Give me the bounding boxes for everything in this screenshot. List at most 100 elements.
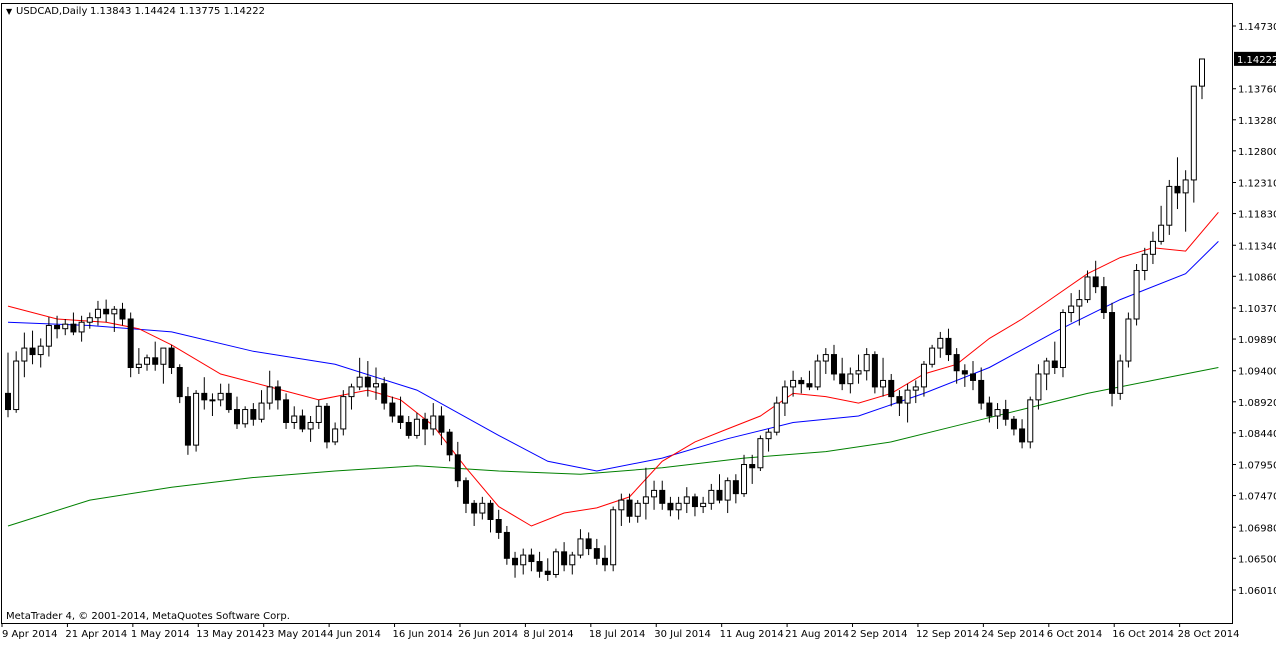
candle[interactable]: [487, 500, 494, 533]
candle[interactable]: [1182, 170, 1189, 232]
candle[interactable]: [659, 480, 666, 510]
candle[interactable]: [1084, 270, 1091, 303]
candle[interactable]: [381, 377, 388, 410]
candle[interactable]: [332, 422, 339, 446]
candle[interactable]: [1109, 302, 1116, 407]
candle[interactable]: [201, 377, 208, 410]
candle[interactable]: [839, 357, 846, 391]
candle[interactable]: [716, 474, 723, 504]
candle[interactable]: [479, 496, 486, 520]
candle[interactable]: [1076, 289, 1083, 326]
candle[interactable]: [863, 348, 870, 381]
candle[interactable]: [871, 351, 878, 394]
candle[interactable]: [70, 312, 77, 336]
candle[interactable]: [217, 383, 224, 407]
candle[interactable]: [986, 396, 993, 423]
candle[interactable]: [135, 348, 142, 374]
candle[interactable]: [144, 354, 151, 371]
candle[interactable]: [1043, 357, 1050, 391]
candle[interactable]: [642, 467, 649, 520]
candle[interactable]: [307, 416, 314, 442]
candle[interactable]: [225, 383, 232, 413]
candle[interactable]: [54, 315, 61, 339]
candle[interactable]: [536, 551, 543, 578]
candle[interactable]: [86, 312, 93, 329]
candle[interactable]: [544, 558, 551, 581]
candle[interactable]: [1051, 341, 1058, 374]
time-axis[interactable]: 9 Apr 2014 21 Apr 2014 1 May 2014 13 May 20…: [1, 623, 1239, 640]
candle[interactable]: [618, 493, 625, 526]
candle[interactable]: [790, 370, 797, 397]
candle[interactable]: [929, 344, 936, 368]
candle[interactable]: [291, 406, 298, 429]
candle[interactable]: [822, 348, 829, 374]
candle[interactable]: [945, 328, 952, 362]
candle[interactable]: [103, 299, 110, 323]
candle[interactable]: [683, 487, 690, 514]
candle[interactable]: [585, 532, 592, 556]
candle[interactable]: [373, 367, 380, 400]
candle[interactable]: [1125, 312, 1132, 368]
candle[interactable]: [1019, 419, 1026, 449]
candle[interactable]: [111, 306, 118, 332]
candle[interactable]: [413, 412, 420, 439]
candle[interactable]: [552, 548, 559, 578]
candle[interactable]: [512, 551, 519, 578]
candle[interactable]: [1059, 309, 1066, 378]
candle[interactable]: [45, 317, 52, 357]
candle[interactable]: [675, 496, 682, 520]
candle[interactable]: [953, 348, 960, 384]
candle[interactable]: [274, 380, 281, 410]
candle[interactable]: [896, 390, 903, 417]
candle[interactable]: [1010, 416, 1017, 436]
candle[interactable]: [13, 351, 20, 413]
candle[interactable]: [94, 300, 101, 326]
candle[interactable]: [1166, 179, 1173, 235]
candle[interactable]: [757, 435, 764, 471]
candle[interactable]: [888, 373, 895, 407]
candle[interactable]: [119, 302, 126, 326]
candle[interactable]: [209, 393, 216, 417]
candle[interactable]: [593, 538, 600, 565]
candle[interactable]: [315, 399, 322, 429]
candle[interactable]: [1174, 157, 1181, 210]
candle[interactable]: [937, 331, 944, 358]
candle[interactable]: [700, 496, 707, 514]
candle[interactable]: [626, 493, 633, 523]
candle[interactable]: [299, 409, 306, 433]
candle[interactable]: [847, 367, 854, 394]
candle[interactable]: [5, 352, 11, 418]
candle[interactable]: [1199, 58, 1205, 100]
candle[interactable]: [462, 477, 469, 514]
candle[interactable]: [691, 493, 698, 517]
candle[interactable]: [610, 506, 617, 572]
candle[interactable]: [233, 396, 240, 429]
candle[interactable]: [21, 332, 28, 378]
candle[interactable]: [855, 354, 862, 384]
candle[interactable]: [814, 354, 821, 391]
candle[interactable]: [389, 396, 396, 423]
candle[interactable]: [1141, 247, 1148, 281]
candle[interactable]: [323, 403, 330, 449]
candle[interactable]: [1133, 264, 1140, 326]
candle[interactable]: [152, 341, 159, 371]
candle[interactable]: [242, 406, 249, 428]
candle[interactable]: [1158, 205, 1165, 245]
candle[interactable]: [29, 330, 36, 365]
candle[interactable]: [340, 390, 347, 436]
candle[interactable]: [1100, 276, 1107, 319]
candle[interactable]: [651, 480, 658, 510]
candle[interactable]: [37, 338, 44, 368]
candle[interactable]: [602, 545, 608, 572]
candle[interactable]: [806, 370, 813, 391]
candle[interactable]: [193, 390, 200, 452]
candle[interactable]: [283, 393, 290, 429]
candle[interactable]: [773, 396, 780, 436]
candle[interactable]: [667, 496, 674, 517]
candle[interactable]: [1002, 399, 1009, 426]
candle[interactable]: [397, 396, 404, 429]
candle[interactable]: [160, 347, 167, 384]
candle[interactable]: [528, 548, 535, 572]
candle[interactable]: [978, 367, 985, 410]
